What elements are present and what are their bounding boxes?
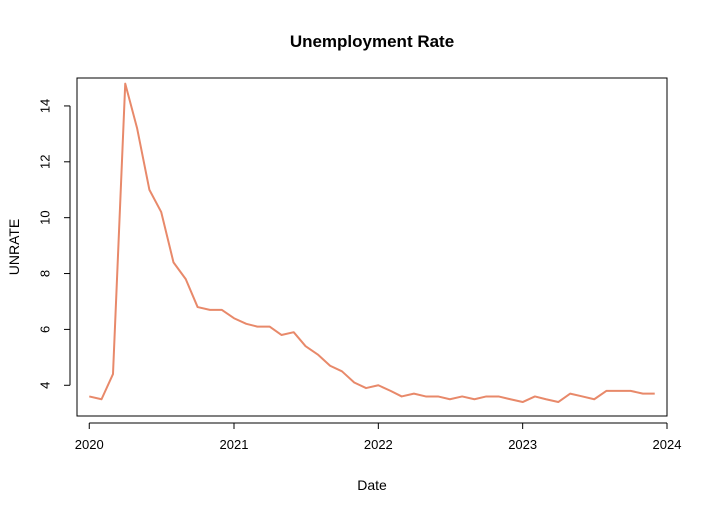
series-line-unrate <box>89 82 655 404</box>
y-axis-label: UNRATE <box>6 219 22 276</box>
y-tick-label: 12 <box>37 155 52 169</box>
x-tick-label: 2022 <box>364 437 393 452</box>
x-axis-label: Date <box>357 477 387 493</box>
y-tick-label: 8 <box>37 270 52 277</box>
x-tick-label: 2024 <box>653 437 682 452</box>
y-tick-label: 4 <box>37 382 52 389</box>
x-axis: 2020 2021 2022 2023 2024 <box>75 422 682 452</box>
data-points <box>88 83 655 403</box>
x-tick-label: 2021 <box>220 437 249 452</box>
y-axis: 4 6 8 10 12 14 <box>37 99 71 389</box>
chart-title: Unemployment Rate <box>290 32 454 51</box>
plot-frame <box>76 77 668 417</box>
y-tick-label: 10 <box>37 210 52 224</box>
x-tick-label: 2020 <box>75 437 104 452</box>
x-tick-label: 2023 <box>508 437 537 452</box>
y-tick-label: 14 <box>37 99 52 113</box>
y-tick-label: 6 <box>37 326 52 333</box>
